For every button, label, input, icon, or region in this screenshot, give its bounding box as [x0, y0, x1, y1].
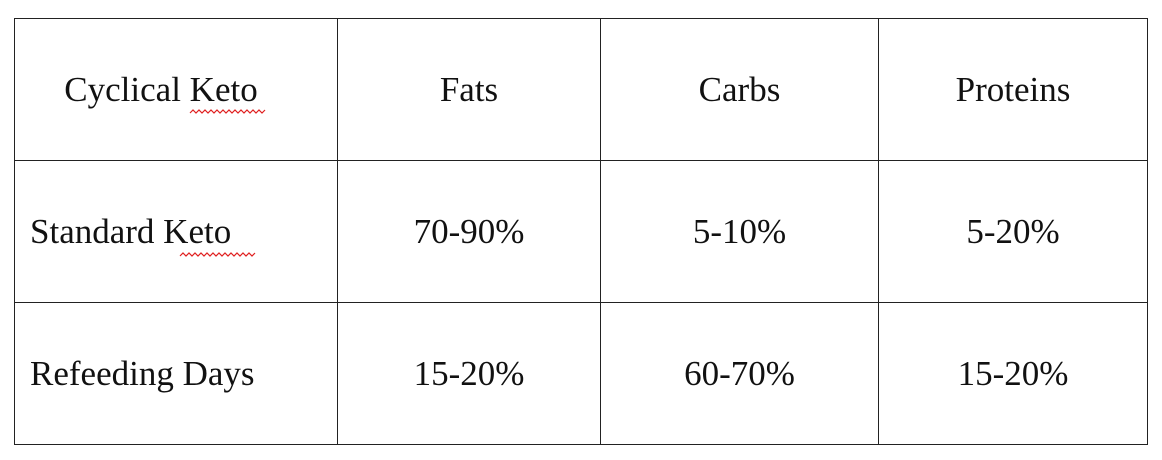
row-label: Refeeding Days: [14, 302, 338, 445]
header-cell: Cyclical Keto: [14, 18, 338, 161]
table-row: Refeeding Days 15-20% 60-70% 15-20%: [14, 302, 1148, 445]
table-cell: 70-90%: [337, 160, 601, 303]
header-cell: Carbs: [600, 18, 879, 161]
spellcheck-underline: [189, 109, 266, 114]
header-cell: Fats: [337, 18, 601, 161]
table-cell: 60-70%: [600, 302, 879, 445]
table-cell: 15-20%: [878, 302, 1148, 445]
table-cell: 15-20%: [337, 302, 601, 445]
spellcheck-underline: [179, 252, 256, 257]
macro-table: Cyclical Keto Fats Carbs Proteins Standa…: [14, 18, 1148, 445]
table-row: Standard Keto 70-90% 5-10% 5-20%: [14, 160, 1148, 303]
table-cell: 5-20%: [878, 160, 1148, 303]
